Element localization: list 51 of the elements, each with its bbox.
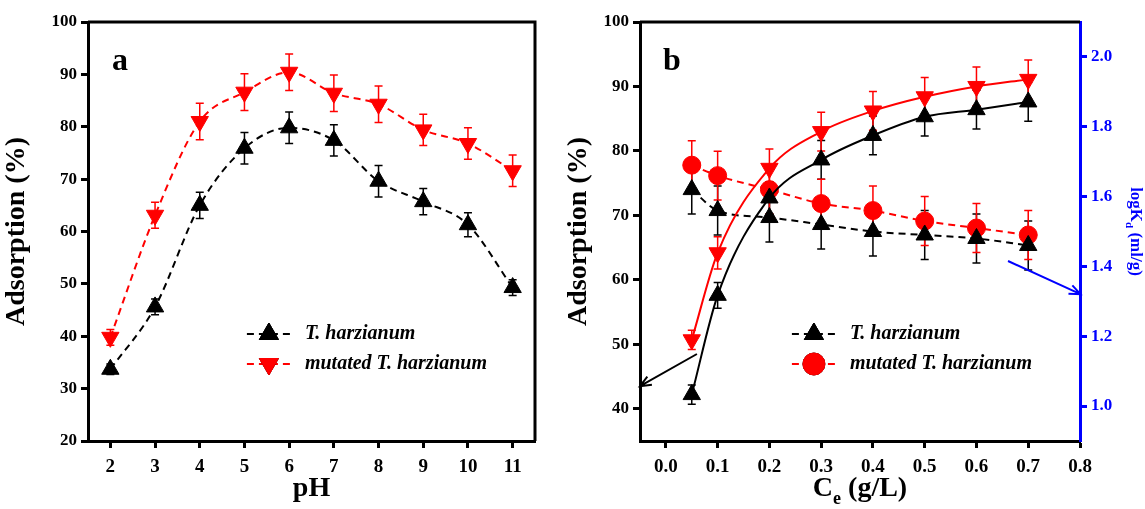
x-tick-label: 2: [105, 455, 116, 477]
y-tick-label: 50: [60, 273, 77, 293]
legend-label: mutated T. harzianum: [304, 351, 488, 374]
x-tick-label: 0.7: [1016, 455, 1041, 477]
x-tick-label: 4: [195, 455, 205, 477]
x-tick-label: 7: [329, 455, 340, 477]
y-tick-label: 30: [60, 378, 77, 398]
y2-tick-label: 1.0: [1091, 395, 1113, 415]
x-tick-label: 0.4: [861, 455, 886, 477]
annotation: a: [112, 41, 128, 77]
x-tick-label: 3: [150, 455, 160, 477]
x-tick-label: 0.0: [654, 455, 678, 477]
legend-label: mutated T. harzianum: [849, 351, 1033, 374]
y-tick-label: 100: [603, 11, 629, 31]
y-tick-label: 40: [612, 398, 629, 418]
legend-label: T. harzianum: [304, 321, 416, 344]
y2-axis-title: logKd (ml/g): [1123, 187, 1145, 276]
y2-tick-label: 1.4: [1091, 255, 1113, 275]
x-axis-title: pH: [292, 471, 331, 502]
x-tick-label: 11: [503, 455, 522, 477]
x-tick-label: 0.2: [757, 455, 782, 477]
x-tick-label: 0.1: [705, 455, 730, 477]
y2-tick-label: 1.6: [1091, 185, 1113, 205]
x-tick-label: 0.6: [964, 455, 989, 477]
annotation: b: [663, 41, 681, 77]
y2-tick-label: 1.2: [1091, 325, 1113, 345]
legend-label: T. harzianum: [849, 321, 961, 344]
x-tick-label: 5: [239, 455, 250, 477]
x-tick-label: 0.8: [1068, 455, 1092, 477]
y-axis-title: Adsorption (%): [0, 136, 30, 327]
x-tick-label: 0.5: [912, 455, 937, 477]
y-tick-label: 80: [612, 140, 629, 160]
y-axis-title: Adsorption (%): [561, 136, 592, 327]
y-tick-label: 80: [60, 116, 77, 136]
y-tick-label: 20: [60, 430, 77, 450]
y-tick-label: 40: [60, 325, 77, 345]
y-tick-label: 60: [612, 269, 629, 289]
y-tick-label: 50: [612, 333, 629, 353]
y-tick-label: 100: [51, 11, 77, 31]
y2-tick-label: 2.0: [1091, 46, 1113, 66]
y-tick-label: 70: [612, 204, 629, 224]
y-tick-label: 60: [60, 220, 77, 240]
y-tick-label: 70: [60, 168, 77, 188]
x-tick-label: 10: [458, 455, 478, 477]
x-tick-label: 0.3: [809, 455, 834, 477]
y2-tick-label: 1.8: [1091, 116, 1113, 136]
x-tick-label: 6: [284, 455, 294, 477]
y-tick-label: 90: [60, 63, 77, 83]
y-tick-label: 90: [612, 75, 629, 95]
x-tick-label: 9: [418, 455, 428, 477]
x-tick-label: 8: [373, 455, 384, 477]
